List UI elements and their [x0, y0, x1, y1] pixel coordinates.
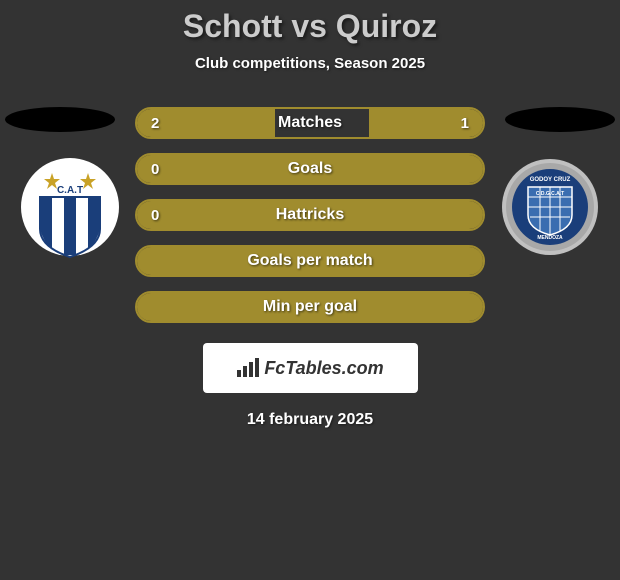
stat-value-left: 2: [151, 115, 159, 132]
stat-label: Goals: [288, 160, 332, 178]
brand-label: FcTables.com: [264, 358, 383, 379]
stat-rows: 2 1 Matches 0 Goals 0 Hattricks Goals per match…: [135, 107, 485, 323]
shadow-ellipse-right: [505, 107, 615, 132]
svg-text:C.D.G.C.A.T: C.D.G.C.A.T: [536, 191, 564, 197]
stat-value-left: 0: [151, 161, 159, 178]
svg-text:GODOY CRUZ: GODOY CRUZ: [530, 177, 571, 183]
round-badge-icon: GODOY CRUZ MENDOZA C.D.G.C.A.T: [500, 157, 600, 257]
bars-icon: [236, 358, 260, 378]
stat-row: Goals per match: [135, 245, 485, 277]
team-crest-left: C.A.T: [20, 157, 120, 272]
stat-label: Hattricks: [276, 206, 344, 224]
shield-icon: C.A.T: [20, 157, 120, 267]
stat-row: Min per goal: [135, 291, 485, 323]
page-subtitle: Club competitions, Season 2025: [0, 55, 620, 72]
main-content: C.A.T GODOY CRUZ MENDOZA C.D.G.C.A.T 2 1 M…: [0, 107, 620, 429]
team-crest-right: GODOY CRUZ MENDOZA C.D.G.C.A.T: [500, 157, 600, 262]
stat-value-right: 1: [461, 115, 469, 132]
stat-label: Matches: [278, 114, 342, 132]
stat-value-left: 0: [151, 207, 159, 224]
stat-row: 0 Hattricks: [135, 199, 485, 231]
page-title: Schott vs Quiroz: [0, 8, 620, 45]
svg-text:MENDOZA: MENDOZA: [537, 235, 563, 241]
svg-text:C.A.T: C.A.T: [57, 185, 83, 196]
date-label: 14 february 2025: [0, 411, 620, 429]
stat-row: 2 1 Matches: [135, 107, 485, 139]
header: Schott vs Quiroz Club competitions, Seas…: [0, 0, 620, 72]
brand-text: FcTables.com: [236, 358, 383, 379]
stat-label: Goals per match: [247, 252, 372, 270]
brand-box: FcTables.com: [203, 343, 418, 393]
stat-row: 0 Goals: [135, 153, 485, 185]
stat-label: Min per goal: [263, 298, 357, 316]
shadow-ellipse-left: [5, 107, 115, 132]
